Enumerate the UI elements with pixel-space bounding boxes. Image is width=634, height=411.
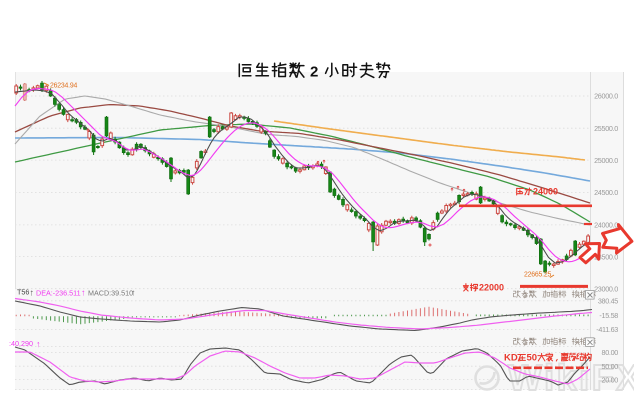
svg-text:-411.63: -411.63 [596, 325, 618, 334]
svg-text:24000: 24000 [533, 187, 558, 197]
svg-text:↑: ↑ [81, 287, 86, 297]
svg-text:25500.0: 25500.0 [594, 124, 618, 133]
svg-text:-15.58: -15.58 [599, 311, 618, 320]
svg-text:25000.0: 25000.0 [594, 156, 618, 165]
svg-text::40.290: :40.290 [9, 339, 33, 348]
svg-text:26000.0: 26000.0 [594, 92, 618, 101]
svg-text:20.00: 20.00 [602, 375, 619, 384]
svg-text:24500.0: 24500.0 [594, 188, 618, 197]
svg-text:22000: 22000 [479, 283, 504, 293]
svg-text:T56: T56 [17, 287, 29, 296]
svg-text:380.45: 380.45 [598, 297, 618, 306]
svg-text:50: 50 [527, 353, 538, 364]
svg-text:50.00: 50.00 [602, 362, 619, 371]
svg-text:23000.0: 23000.0 [594, 284, 618, 293]
svg-text:26234.94: 26234.94 [50, 83, 78, 90]
svg-text:KD: KD [504, 353, 518, 364]
svg-text:MACD:39.510: MACD:39.510 [88, 288, 133, 297]
svg-text:DEA:-236.511: DEA:-236.511 [36, 288, 81, 297]
svg-text:80.00: 80.00 [602, 348, 619, 357]
svg-text:WikiFX: WikiFX [508, 357, 634, 398]
svg-text:22665.25: 22665.25 [524, 272, 552, 279]
svg-text:2: 2 [310, 64, 318, 81]
svg-text:↑: ↑ [131, 287, 136, 297]
svg-text:23500.0: 23500.0 [594, 252, 618, 261]
svg-text:24000.0: 24000.0 [594, 221, 618, 230]
svg-text:↑: ↑ [30, 287, 35, 297]
svg-text:↑: ↑ [36, 339, 41, 349]
